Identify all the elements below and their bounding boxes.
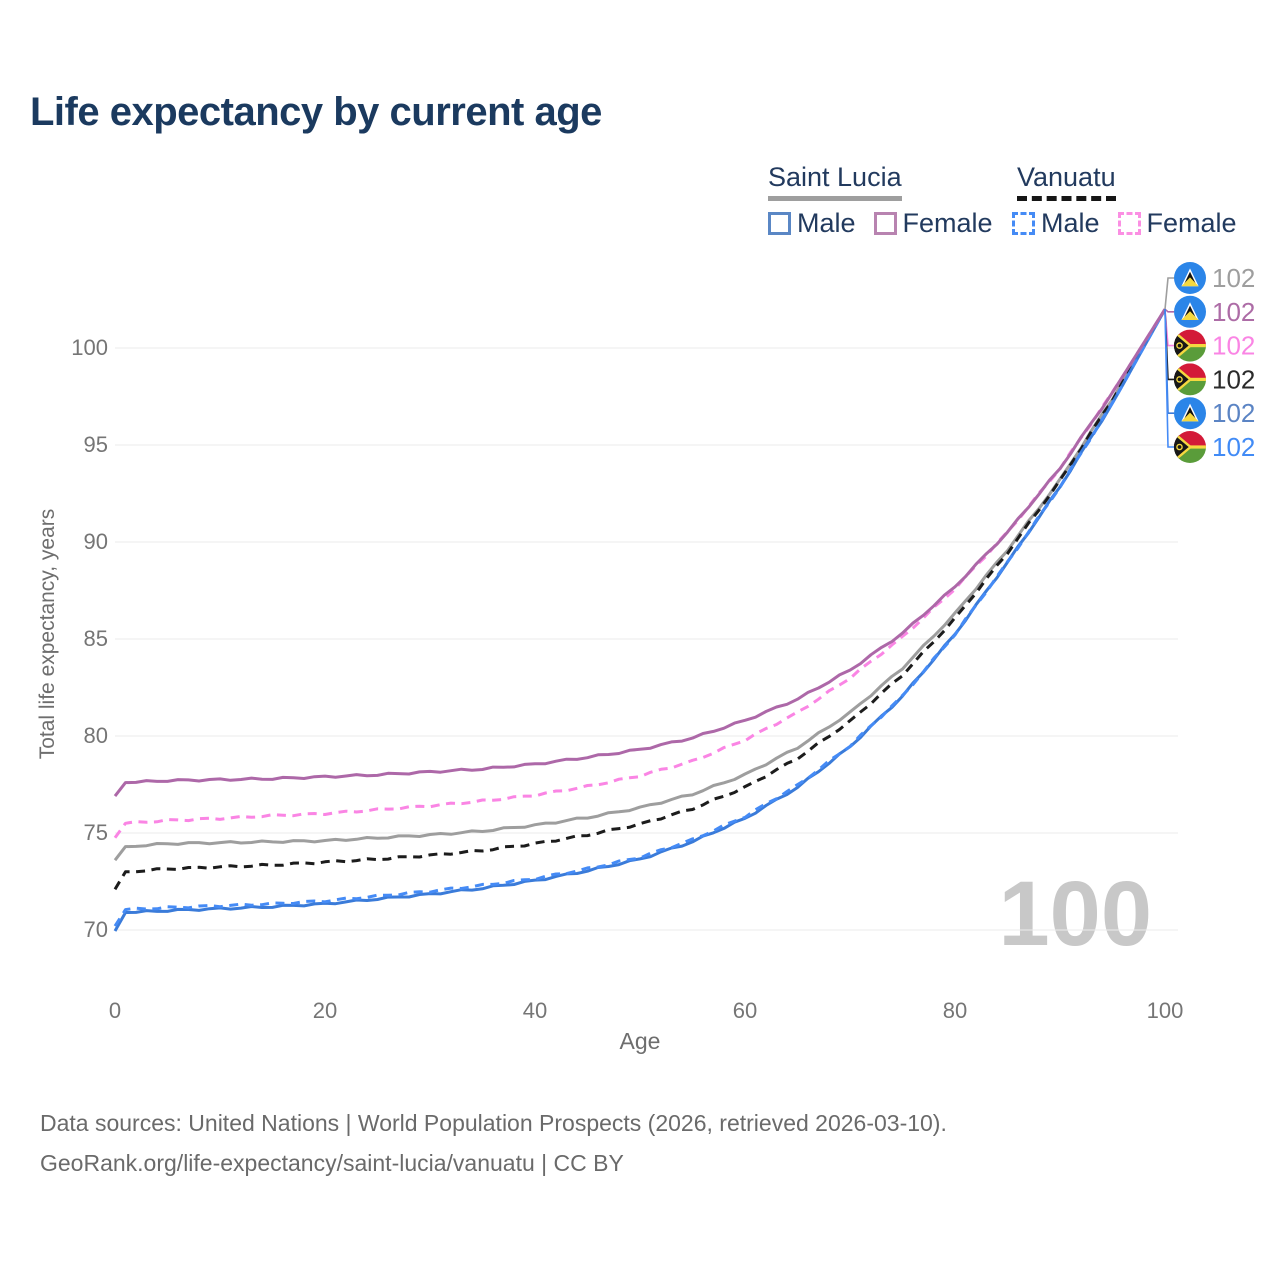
legend-swatch-vanuatu-female[interactable] xyxy=(1117,211,1141,235)
legend-row: Male Female xyxy=(768,207,993,238)
legend-label-vanuatu-female[interactable]: Female xyxy=(1146,207,1237,238)
series-line-vanuatu-total[interactable] xyxy=(113,308,1167,891)
saint-lucia-flag-icon xyxy=(1174,262,1206,294)
series-line-vanuatu-male[interactable] xyxy=(113,308,1167,927)
series-line-saint-lucia-female[interactable] xyxy=(113,308,1167,798)
attribution-link-text[interactable]: GeoRank.org/life-expectancy/saint-lucia/… xyxy=(40,1150,624,1176)
legend-group-title-vanuatu[interactable]: Vanuatu xyxy=(1017,162,1116,201)
y-tick-label: 90 xyxy=(83,529,108,554)
legend-group-vanuatu: Vanuatu Male Female xyxy=(1012,162,1237,238)
marker-leader-line xyxy=(1164,309,1174,448)
end-value-label: 102 xyxy=(1212,297,1255,327)
vanuatu-flag-icon xyxy=(1174,363,1206,396)
y-tick-label: 75 xyxy=(83,820,108,845)
x-tick-label: 20 xyxy=(312,998,338,1023)
legend-swatch-saint-lucia-female[interactable] xyxy=(873,211,897,235)
x-tick-label: 40 xyxy=(522,998,548,1023)
end-value-label: 102 xyxy=(1212,331,1255,361)
legend-swatch-vanuatu-male[interactable] xyxy=(1012,211,1035,235)
x-axis-label: Age xyxy=(619,1028,661,1054)
legend-label-saint-lucia-male[interactable]: Male xyxy=(797,207,856,238)
y-tick-label: 95 xyxy=(83,432,108,457)
vanuatu-flag-icon xyxy=(1174,329,1206,362)
marker-leader-line xyxy=(1164,277,1174,310)
x-tick-label: 80 xyxy=(942,998,968,1023)
y-tick-label: 85 xyxy=(83,626,108,651)
series-line-saint-lucia-total[interactable] xyxy=(113,308,1167,862)
x-tick-label: 100 xyxy=(1146,998,1184,1023)
age-watermark: 100 xyxy=(998,863,1153,965)
x-tick-label: 0 xyxy=(108,998,122,1023)
marker-leader-line xyxy=(1164,308,1174,313)
x-tick-label: 60 xyxy=(732,998,758,1023)
series-line-saint-lucia-male[interactable] xyxy=(113,308,1167,932)
legend-label-saint-lucia-female[interactable]: Female xyxy=(902,207,993,238)
legend-group-title-saint-lucia[interactable]: Saint Lucia xyxy=(768,162,902,201)
end-value-label: 102 xyxy=(1212,263,1255,293)
end-value-label: 102 xyxy=(1212,432,1255,462)
legend-row: Male Female xyxy=(1012,207,1237,238)
series-line-vanuatu-female[interactable] xyxy=(113,308,1167,839)
y-tick-label: 70 xyxy=(83,917,108,942)
vanuatu-flag-icon xyxy=(1174,431,1206,463)
y-tick-label: 80 xyxy=(83,723,108,748)
y-tick-label: 100 xyxy=(71,335,108,360)
legend-label-vanuatu-male[interactable]: Male xyxy=(1041,207,1100,238)
data-sources-text: Data sources: United Nations | World Pop… xyxy=(40,1110,947,1136)
legend-group-saint-lucia: Saint Lucia Male Female xyxy=(768,162,993,238)
end-value-label: 102 xyxy=(1212,364,1255,394)
saint-lucia-flag-icon xyxy=(1174,397,1206,430)
end-value-label: 102 xyxy=(1212,398,1255,428)
page-title: Life expectancy by current age xyxy=(30,90,602,134)
legend-swatch-saint-lucia-male[interactable] xyxy=(768,211,791,235)
saint-lucia-flag-icon xyxy=(1174,295,1206,328)
